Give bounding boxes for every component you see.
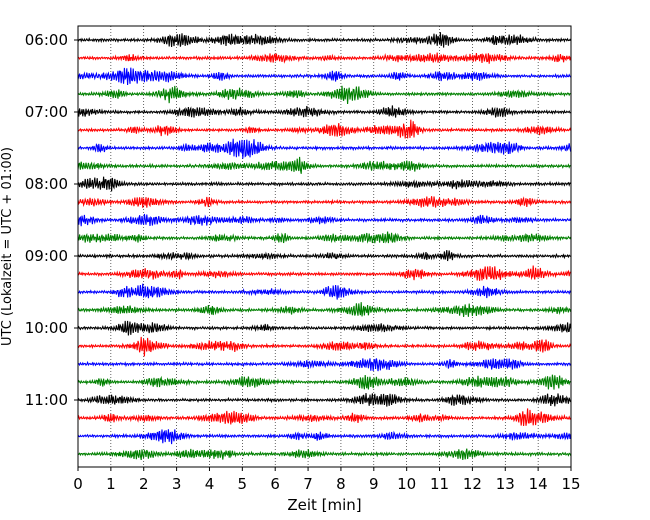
seismic-trace (77, 156, 572, 174)
y-tick-label: 10:00 (25, 319, 68, 337)
seismic-trace (77, 119, 572, 139)
seismic-trace (77, 138, 572, 159)
x-tick-label: 3 (172, 475, 182, 493)
x-tick-label: 10 (397, 475, 416, 493)
seismic-trace (77, 176, 572, 192)
seismic-trace (77, 408, 572, 427)
x-tick-label: 8 (336, 475, 346, 493)
seismic-trace (77, 320, 572, 336)
y-tick-label: 11:00 (25, 391, 68, 409)
x-tick-label: 15 (561, 475, 580, 493)
x-tick-label: 1 (106, 475, 116, 493)
seismic-trace (77, 231, 572, 244)
seismic-trace (77, 265, 571, 281)
y-axis-label: UTC (Lokalzeit = UTC + 01:00) (0, 147, 15, 346)
y-tick-label: 07:00 (25, 103, 68, 121)
y-axis-ticks: 06:00 07:00 08:00 09:00 10:00 11:00 (25, 31, 78, 409)
seismic-trace (77, 32, 572, 48)
x-tick-label: 12 (463, 475, 482, 493)
seismic-trace (77, 67, 572, 85)
x-tick-label: 5 (238, 475, 248, 493)
x-tick-label: 4 (205, 475, 215, 493)
seismic-trace (77, 196, 572, 208)
seismic-trace (77, 52, 572, 64)
y-tick-label: 08:00 (25, 175, 68, 193)
x-axis-label: Zeit [min] (287, 496, 361, 514)
seismic-trace (77, 374, 571, 390)
x-tick-label: 11 (430, 475, 449, 493)
y-tick-label: 09:00 (25, 247, 68, 265)
x-tick-label: 7 (303, 475, 313, 493)
seismic-trace (77, 283, 572, 300)
seismic-trace (77, 358, 572, 372)
x-tick-label: 6 (270, 475, 280, 493)
seismic-trace (77, 250, 572, 262)
x-tick-label: 2 (139, 475, 149, 493)
seismic-trace (77, 105, 572, 118)
seismic-trace (77, 429, 572, 445)
seismic-trace (77, 213, 572, 227)
seismic-trace (77, 85, 571, 105)
seismic-traces (77, 32, 572, 461)
x-tick-label: 13 (496, 475, 515, 493)
x-axis-ticks: 0 1 2 3 4 5 6 7 8 9 10 11 12 13 14 15 (73, 467, 581, 493)
seismic-trace (77, 448, 572, 461)
seismic-trace (77, 336, 572, 357)
plot-frame (77, 25, 572, 468)
x-tick-label: 14 (529, 475, 548, 493)
seismic-trace (77, 302, 572, 318)
y-tick-label: 06:00 (25, 31, 68, 49)
x-tick-label: 0 (73, 475, 83, 493)
seismic-trace (77, 393, 572, 407)
x-tick-label: 9 (369, 475, 379, 493)
